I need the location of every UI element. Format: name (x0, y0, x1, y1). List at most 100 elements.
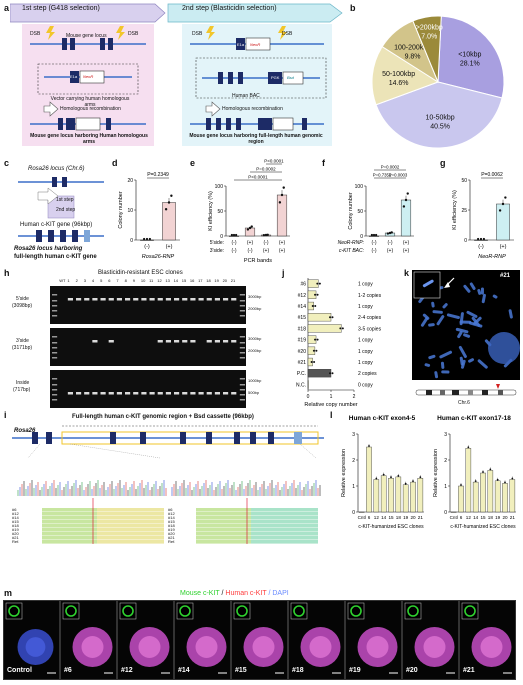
gel-band (100, 298, 106, 301)
x-axis-label: c-KIT-humanized ESC clones (450, 524, 516, 530)
chromosome (434, 371, 439, 379)
data-point (262, 233, 266, 237)
bar-1 (458, 485, 464, 513)
inset-cell (407, 605, 419, 617)
lane-label: 5 (100, 278, 103, 283)
lane-label: 11 (149, 278, 154, 283)
fluorescence-label: #20 (406, 667, 418, 674)
y-axis-label: Colony number (348, 192, 354, 229)
gel-band (67, 298, 73, 301)
bar-0 (307, 279, 319, 288)
p-value: P=0.0062 (481, 172, 503, 178)
chromosome-ideogram (415, 384, 517, 396)
pie-slice-1 (375, 81, 503, 149)
gel-band (84, 392, 90, 395)
e1a-label: E1a (70, 74, 78, 79)
data-point (382, 473, 385, 476)
seq-row-label: Ref. (168, 539, 176, 544)
seq-row-labels-left: #6 #12 #14 #15 #18 #19 #20 #21 Ref. (12, 508, 34, 544)
ladder-band (239, 394, 245, 396)
bar-9 (307, 380, 309, 389)
panel-label-m: m (4, 588, 13, 598)
data-point (230, 233, 233, 237)
gel-band (231, 298, 237, 301)
step2-title: 2nd step (Blasticidin selection) (182, 5, 277, 12)
data-point (386, 232, 390, 235)
bar-8 (509, 479, 516, 513)
x-tick-label: 20 (502, 515, 508, 520)
x-tick-label: 21 (418, 515, 424, 520)
colony-core (480, 636, 503, 658)
data-point (316, 293, 319, 296)
data-point (479, 237, 483, 241)
ladder-band (239, 352, 245, 354)
p-value: P<0.0001 (248, 175, 268, 180)
data-point (167, 201, 171, 204)
category-label: #6 (300, 282, 306, 288)
chart-title: Human c-KIT exon17-18 (437, 415, 511, 422)
y-tick-label: 0 (444, 510, 447, 516)
gel-row-5side (50, 286, 246, 324)
data-point (489, 468, 492, 471)
alignment-cell (42, 536, 97, 540)
data-point (370, 233, 373, 237)
bar-7 (410, 481, 416, 513)
inset-cell (293, 605, 305, 617)
alignment-cell (97, 532, 164, 536)
lane-label: 3 (83, 278, 86, 283)
lane-label: 4 (91, 278, 95, 283)
panel-label-b: b (350, 3, 356, 13)
gel-band (174, 340, 180, 343)
fluorescence-image: #19 (345, 600, 402, 680)
y-axis-label: Relative expression (433, 449, 439, 497)
inset-cell (122, 605, 134, 617)
gel-band (214, 340, 220, 343)
fluorescence-label: #12 (121, 667, 133, 674)
data-point (419, 476, 422, 479)
chromosome (463, 284, 471, 293)
chromosome (431, 301, 435, 308)
data-point (412, 480, 414, 482)
category-label: #12 (298, 293, 307, 299)
category-label: #20 (298, 349, 307, 355)
data-point (246, 228, 250, 231)
gel-band (76, 392, 82, 395)
lane-label: 14 (173, 278, 179, 283)
ladder-band (239, 336, 245, 338)
marker-1-bottom: 2000bp (248, 348, 262, 353)
x-tick-label: 19 (403, 515, 409, 520)
bar-3 (276, 194, 288, 237)
alignment-cell (42, 540, 97, 544)
gel-band (100, 392, 106, 395)
gel-row-size-1: (3171bp) (12, 345, 33, 351)
lane-label: 9 (132, 278, 135, 283)
lane-label: 6 (108, 278, 111, 283)
gel-band (141, 298, 147, 301)
lane-label: 20 (222, 278, 228, 283)
bar-7 (307, 357, 313, 367)
alignment-cell (97, 508, 164, 512)
y-tick-label: 50 (461, 178, 467, 184)
category-label: P.C. (297, 371, 306, 377)
alignment-cell (251, 516, 318, 520)
alignment-cell (251, 512, 318, 516)
pie-value-label-1: 40.5% (430, 124, 450, 131)
data-point (474, 480, 477, 482)
result2-label: Mouse gene locus harboring full-length h… (189, 133, 323, 145)
data-point (248, 226, 252, 230)
data-point (372, 233, 376, 237)
x-tick-label: 14 (473, 515, 479, 520)
y-axis-label: Colony number (118, 191, 124, 228)
gel-band (190, 392, 196, 395)
pie-category-label-3: 100-200kbp (394, 45, 431, 52)
ladder-band (239, 384, 245, 386)
copy-annotation: 1 copy (358, 360, 373, 366)
chromosome (463, 333, 471, 338)
x-axis-label: Relative copy number (304, 402, 357, 408)
gel-lane-labels: WT 1 2 3 4 5 6 7 8 9 10 11 12 13 14 15 16 17 18 19 20 21 (50, 278, 246, 286)
alignment-cell (196, 508, 251, 512)
gel-row-inside (50, 370, 246, 408)
alignment-cell (42, 532, 97, 536)
gel-band (67, 392, 73, 395)
gel-band (141, 392, 147, 395)
